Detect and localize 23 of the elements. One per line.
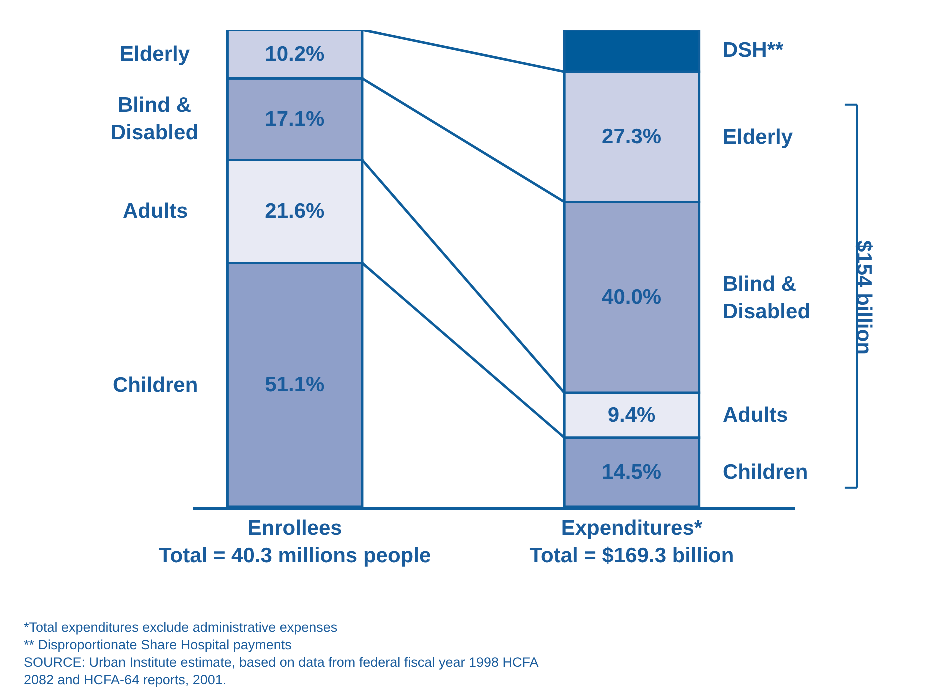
text: Elderly bbox=[120, 43, 190, 66]
x-tick-label: Enrollees Total = 40.3 millions people bbox=[159, 516, 432, 568]
series-label: Blind & Disabled bbox=[723, 273, 811, 324]
data-label: 40.0% bbox=[602, 286, 662, 310]
text: Children bbox=[113, 374, 198, 397]
series-label: Children bbox=[723, 461, 808, 484]
series-label: Adults bbox=[723, 404, 788, 427]
data-label: 14.5% bbox=[602, 460, 662, 484]
text: ** Disproportionate Share Hospital payments bbox=[24, 638, 292, 653]
text: *Total expenditures exclude administrative expenses bbox=[24, 620, 338, 635]
data-label: 9.4% bbox=[608, 404, 656, 427]
series-label: DSH** bbox=[723, 39, 785, 62]
data-label: 27.3% bbox=[602, 126, 662, 149]
data-label: 21.6% bbox=[265, 200, 326, 224]
x-tick-label: Expenditures* Total = $169.3 billion bbox=[530, 516, 734, 568]
series-label: Elderly bbox=[723, 126, 794, 149]
source-note: SOURCE: Urban Institute estimate, based on data from federal fiscal year 1998 HCFA 2082 and HCFA-64 reports, 2001. bbox=[24, 655, 539, 688]
text: Adults bbox=[123, 200, 188, 223]
data-label: 51.1% bbox=[265, 374, 326, 397]
text: $154 billion bbox=[852, 240, 876, 355]
text: Blind & Disabled bbox=[111, 94, 199, 144]
data-label: 10.2% bbox=[265, 42, 326, 66]
data-label: 17.1% bbox=[265, 108, 326, 131]
